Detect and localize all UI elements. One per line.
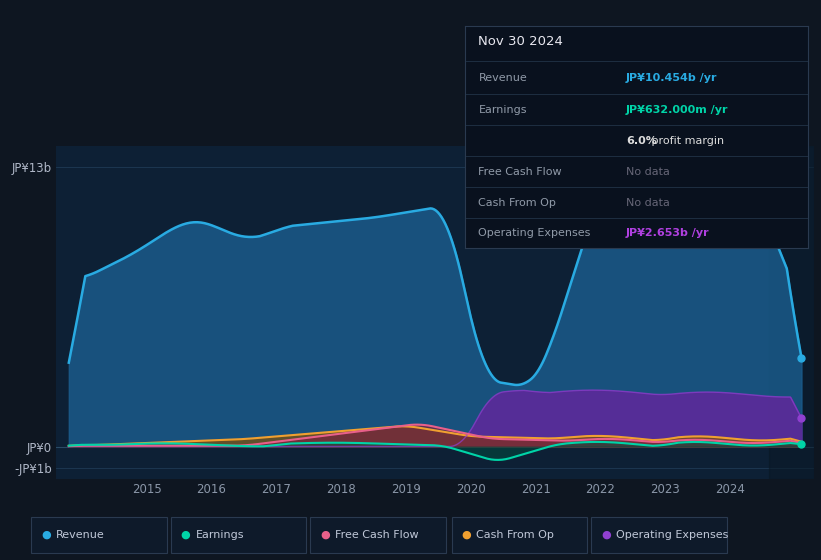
Text: profit margin: profit margin [649, 136, 724, 146]
Text: No data: No data [626, 167, 670, 176]
Text: ●: ● [320, 530, 330, 540]
Text: Earnings: Earnings [195, 530, 244, 540]
Text: Free Cash Flow: Free Cash Flow [335, 530, 419, 540]
Text: No data: No data [626, 198, 670, 208]
Text: JP¥2.653b /yr: JP¥2.653b /yr [626, 228, 709, 238]
Text: ●: ● [601, 530, 611, 540]
Bar [769, 146, 814, 479]
Text: Cash From Op: Cash From Op [479, 198, 557, 208]
Text: Operating Expenses: Operating Expenses [616, 530, 728, 540]
Text: Operating Expenses: Operating Expenses [479, 228, 591, 238]
Text: Nov 30 2024: Nov 30 2024 [479, 35, 563, 48]
Text: JP¥10.454b /yr: JP¥10.454b /yr [626, 73, 718, 83]
Text: ●: ● [41, 530, 51, 540]
Text: 6.0%: 6.0% [626, 136, 657, 146]
Text: Revenue: Revenue [56, 530, 104, 540]
Text: Free Cash Flow: Free Cash Flow [479, 167, 562, 176]
Text: Earnings: Earnings [479, 105, 527, 115]
Text: Revenue: Revenue [479, 73, 527, 83]
Text: Cash From Op: Cash From Op [476, 530, 554, 540]
Text: ●: ● [181, 530, 190, 540]
Text: ●: ● [461, 530, 471, 540]
Text: JP¥632.000m /yr: JP¥632.000m /yr [626, 105, 728, 115]
